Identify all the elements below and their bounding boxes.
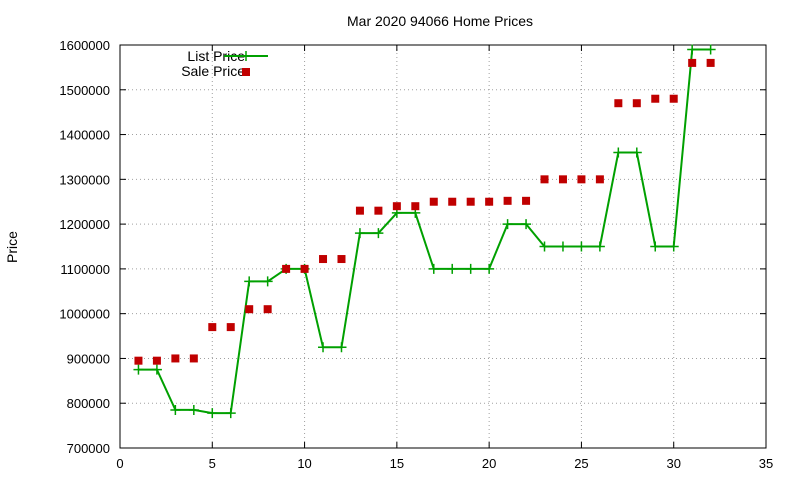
- sale-price-point: [429, 197, 438, 206]
- x-tick-label: 0: [116, 456, 123, 471]
- sale-price-point: [337, 255, 346, 264]
- list-price-point: [557, 241, 568, 252]
- legend-marker-sale-price: [242, 68, 250, 76]
- sale-price-point: [540, 175, 549, 184]
- legend-label-list-price: List Price: [187, 48, 245, 64]
- list-price-point: [650, 241, 661, 252]
- list-price-point: [576, 241, 587, 252]
- sale-price-point: [355, 206, 364, 215]
- list-price-point: [668, 241, 679, 252]
- x-tick-label: 5: [209, 456, 216, 471]
- list-price-point: [188, 404, 199, 415]
- sale-price-point: [688, 58, 697, 67]
- sale-price-point: [577, 175, 586, 184]
- list-price-point: [170, 404, 181, 415]
- sale-price-point: [374, 206, 383, 215]
- y-tick-label: 1100000: [60, 262, 110, 277]
- list-price-point: [447, 263, 458, 274]
- y-tick-label: 1500000: [59, 83, 110, 98]
- legend-marker-list-price: [241, 51, 251, 61]
- x-tick-label: 35: [759, 456, 773, 471]
- list-price-point: [521, 219, 532, 230]
- list-price-line: [138, 48, 711, 415]
- plot-frame: [119, 44, 767, 449]
- sale-price-point: [411, 202, 420, 211]
- sale-price-point: [558, 175, 567, 184]
- y-axis-label: Price: [4, 231, 20, 263]
- sale-price-point: [152, 356, 161, 365]
- list-price-point: [594, 241, 605, 252]
- sale-price-point: [595, 175, 604, 184]
- series-layer: [133, 44, 716, 419]
- list-price-point: [502, 219, 513, 230]
- sale-price-point: [651, 94, 660, 103]
- sale-price-point: [282, 264, 291, 273]
- sale-price-point: [669, 94, 678, 103]
- sale-price-point: [226, 323, 235, 332]
- sale-price-point: [522, 196, 531, 205]
- list-price-point: [207, 408, 218, 419]
- y-tick-label: 1300000: [59, 172, 110, 187]
- list-price-point: [539, 241, 550, 252]
- sale-price-point: [263, 305, 272, 314]
- sale-price-point: [171, 354, 180, 363]
- y-tick-label: 800000: [67, 396, 110, 411]
- x-tick-label: 25: [574, 456, 588, 471]
- list-price-point: [613, 147, 624, 158]
- y-tick-label: 700000: [67, 441, 110, 456]
- x-tick-label: 20: [482, 456, 496, 471]
- y-tick-label: 1000000: [59, 307, 110, 322]
- list-price-point: [133, 364, 144, 375]
- sale-price-point: [208, 323, 217, 332]
- sale-price-point: [392, 202, 401, 211]
- sale-price-point: [319, 255, 328, 264]
- list-price-point: [244, 276, 255, 287]
- sale-price-point: [503, 196, 512, 205]
- x-tick-label: 15: [390, 456, 404, 471]
- y-tick-label: 900000: [67, 351, 110, 366]
- list-price-point: [262, 276, 273, 287]
- list-price-point: [484, 263, 495, 274]
- list-price-point: [631, 147, 642, 158]
- legend-label-sale-price: Sale Price: [181, 63, 245, 79]
- list-price-point: [151, 364, 162, 375]
- list-price-point: [354, 228, 365, 239]
- sale-price-point: [448, 197, 457, 206]
- list-price-point: [428, 263, 439, 274]
- y-tick-label: 1600000: [59, 38, 110, 53]
- y-tick-label: 1200000: [59, 217, 110, 232]
- list-price-point: [687, 44, 698, 55]
- y-tick-label: 1400000: [59, 128, 110, 143]
- chart-title: Mar 2020 94066 Home Prices: [347, 13, 533, 29]
- sale-price-point: [134, 356, 143, 365]
- list-price-point: [373, 228, 384, 239]
- list-price-point: [465, 263, 476, 274]
- sale-price-point: [632, 99, 641, 108]
- list-price-point: [225, 408, 236, 419]
- series-sale-price: [134, 58, 715, 365]
- sale-price-point: [466, 197, 475, 206]
- sale-price-point: [485, 197, 494, 206]
- axis-ticks: 0 5 10 15 20 25 30 35 700000 800000 900000 1000000 1…: [59, 38, 773, 471]
- sale-price-point: [245, 305, 254, 314]
- list-price-point: [705, 44, 716, 55]
- x-tick-label: 10: [297, 456, 311, 471]
- x-tick-label: 30: [666, 456, 680, 471]
- sale-price-point: [300, 264, 309, 273]
- list-price-point: [336, 342, 347, 353]
- sale-price-point: [189, 354, 198, 363]
- sale-price-point: [706, 58, 715, 67]
- list-price-point: [318, 342, 329, 353]
- series-list-price: [133, 44, 716, 419]
- sale-price-point: [614, 99, 623, 108]
